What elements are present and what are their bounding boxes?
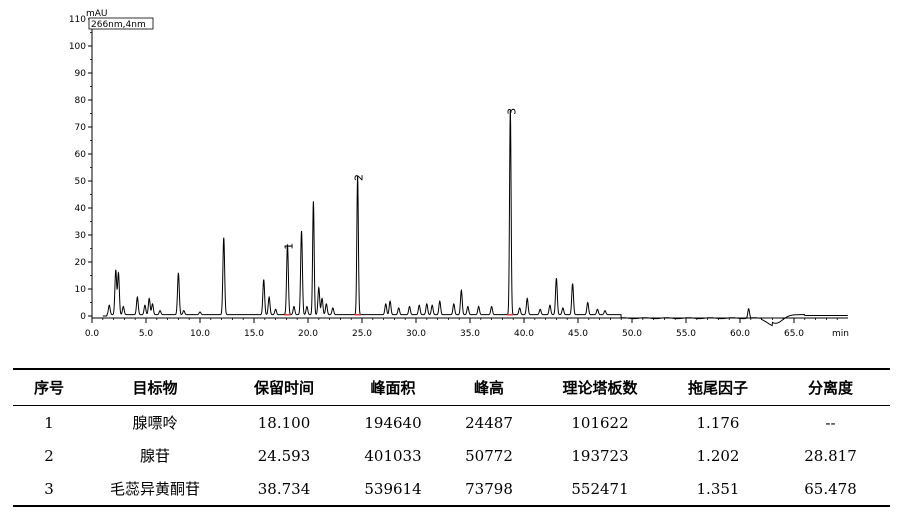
header-theoretical-plates: 理论塔板数 <box>535 368 665 406</box>
cell-tailing-factor: 1.351 <box>665 472 771 507</box>
results-table: 序号 目标物 保留时间 峰面积 峰高 理论塔板数 拖尾因子 分离度 1 腺嘌呤 … <box>13 368 890 507</box>
axis-ticks: 0 10 20 30 40 50 60 70 80 90 100 110 0.0 5.0 10.0 15.0 2… <box>69 15 849 339</box>
cell-peak-height: 50772 <box>465 446 513 465</box>
x-tick-label: 30.0 <box>406 329 426 339</box>
header-peak-height: 峰高 <box>443 368 535 406</box>
x-tick-label: 15.0 <box>244 329 264 339</box>
y-tick-label: 90 <box>75 69 87 79</box>
x-tick-label: 20.0 <box>298 329 318 339</box>
y-axis-unit-label: mAU <box>86 9 108 19</box>
peak-baseline-marker <box>354 314 361 316</box>
cell-analyte: 腺苷 <box>139 447 170 465</box>
y-tick-label: 100 <box>69 42 86 52</box>
x-tick-label: 5.0 <box>139 329 154 339</box>
cell-tailing-factor: 1.202 <box>696 446 740 465</box>
cell-theoretical-plates: 552471 <box>535 472 665 507</box>
header-tailing-factor: 拖尾因子 <box>665 368 771 406</box>
cell-peak-height: 24487 <box>465 413 513 432</box>
header-resolution: 分离度 <box>771 368 890 406</box>
y-tick-label: 110 <box>69 15 86 25</box>
y-tick-label: 70 <box>75 123 87 133</box>
x-tick-label: 40.0 <box>514 329 534 339</box>
cell-peak-area: 401033 <box>364 446 422 465</box>
x-tick-label: 65.0 <box>784 329 804 339</box>
table-row: 2 腺苷 24.593 401033 50772 193723 1.202 28… <box>13 439 890 472</box>
header-index: 序号 <box>13 368 85 406</box>
x-tick-label: 50.0 <box>622 329 642 339</box>
x-tick-label: 60.0 <box>730 329 750 339</box>
cell-resolution: 65.478 <box>771 472 890 507</box>
y-tick-label: 80 <box>75 96 87 106</box>
cell-tailing-factor: 1.176 <box>696 413 740 432</box>
cell-peak-height: 73798 <box>443 472 535 507</box>
cell-peak-area: 194640 <box>364 413 422 432</box>
cell-theoretical-plates: 193723 <box>571 446 629 465</box>
cell-theoretical-plates: 101622 <box>571 413 629 432</box>
trace-label: 266nm,4nm <box>91 20 146 30</box>
y-tick-label: 20 <box>75 258 87 268</box>
chromatogram: mAU 0 10 20 30 40 50 60 70 80 90 100 110 0.0 5.0 10.0 1… <box>69 9 849 339</box>
peak-number-label: 1 <box>282 243 295 250</box>
header-retention-time: 保留时间 <box>225 368 343 406</box>
x-tick-label: 0.0 <box>85 329 100 339</box>
peak-baseline-marker <box>284 314 291 316</box>
y-tick-label: 40 <box>75 204 87 214</box>
cell-peak-area: 539614 <box>343 472 443 507</box>
x-tick-label: 55.0 <box>676 329 696 339</box>
table-row: 1 腺嘌呤 18.100 194640 24487 101622 1.176 -… <box>13 406 890 440</box>
peak-baseline-marker <box>507 314 514 316</box>
header-analyte: 目标物 <box>85 368 225 406</box>
x-axis-unit-label: min <box>832 329 849 339</box>
table-row: 3 毛蕊异黄酮苷 38.734 539614 73798 552471 1.35… <box>13 472 890 507</box>
chromatogram-trace <box>102 110 848 327</box>
cell-index: 1 <box>44 413 54 432</box>
axes <box>91 19 848 319</box>
y-tick-label: 0 <box>80 312 86 322</box>
cell-retention-time: 18.100 <box>257 413 311 432</box>
x-tick-label: 35.0 <box>460 329 480 339</box>
y-tick-label: 60 <box>75 150 87 160</box>
cell-index: 2 <box>44 446 54 465</box>
x-tick-label: 25.0 <box>352 329 372 339</box>
cell-index: 3 <box>13 472 85 507</box>
cell-resolution: -- <box>825 413 836 432</box>
cell-analyte: 毛蕊异黄酮苷 <box>85 472 225 507</box>
y-tick-label: 50 <box>75 177 87 187</box>
cell-analyte: 腺嘌呤 <box>132 414 178 432</box>
peak-number-label: 2 <box>353 174 366 181</box>
header-peak-area: 峰面积 <box>343 368 443 406</box>
cell-retention-time: 24.593 <box>257 446 311 465</box>
y-tick-label: 30 <box>75 231 87 241</box>
cell-retention-time: 38.734 <box>225 472 343 507</box>
peak-annotations: 1 2 3 <box>282 108 518 316</box>
peak-number-label: 3 <box>505 108 518 115</box>
cell-resolution: 28.817 <box>804 446 857 465</box>
x-tick-label: 10.0 <box>190 329 210 339</box>
x-tick-label: 45.0 <box>568 329 588 339</box>
table-header-row: 序号 目标物 保留时间 峰面积 峰高 理论塔板数 拖尾因子 分离度 <box>13 368 890 406</box>
y-tick-label: 10 <box>75 285 87 295</box>
trace-label-box: 266nm,4nm <box>88 17 154 30</box>
